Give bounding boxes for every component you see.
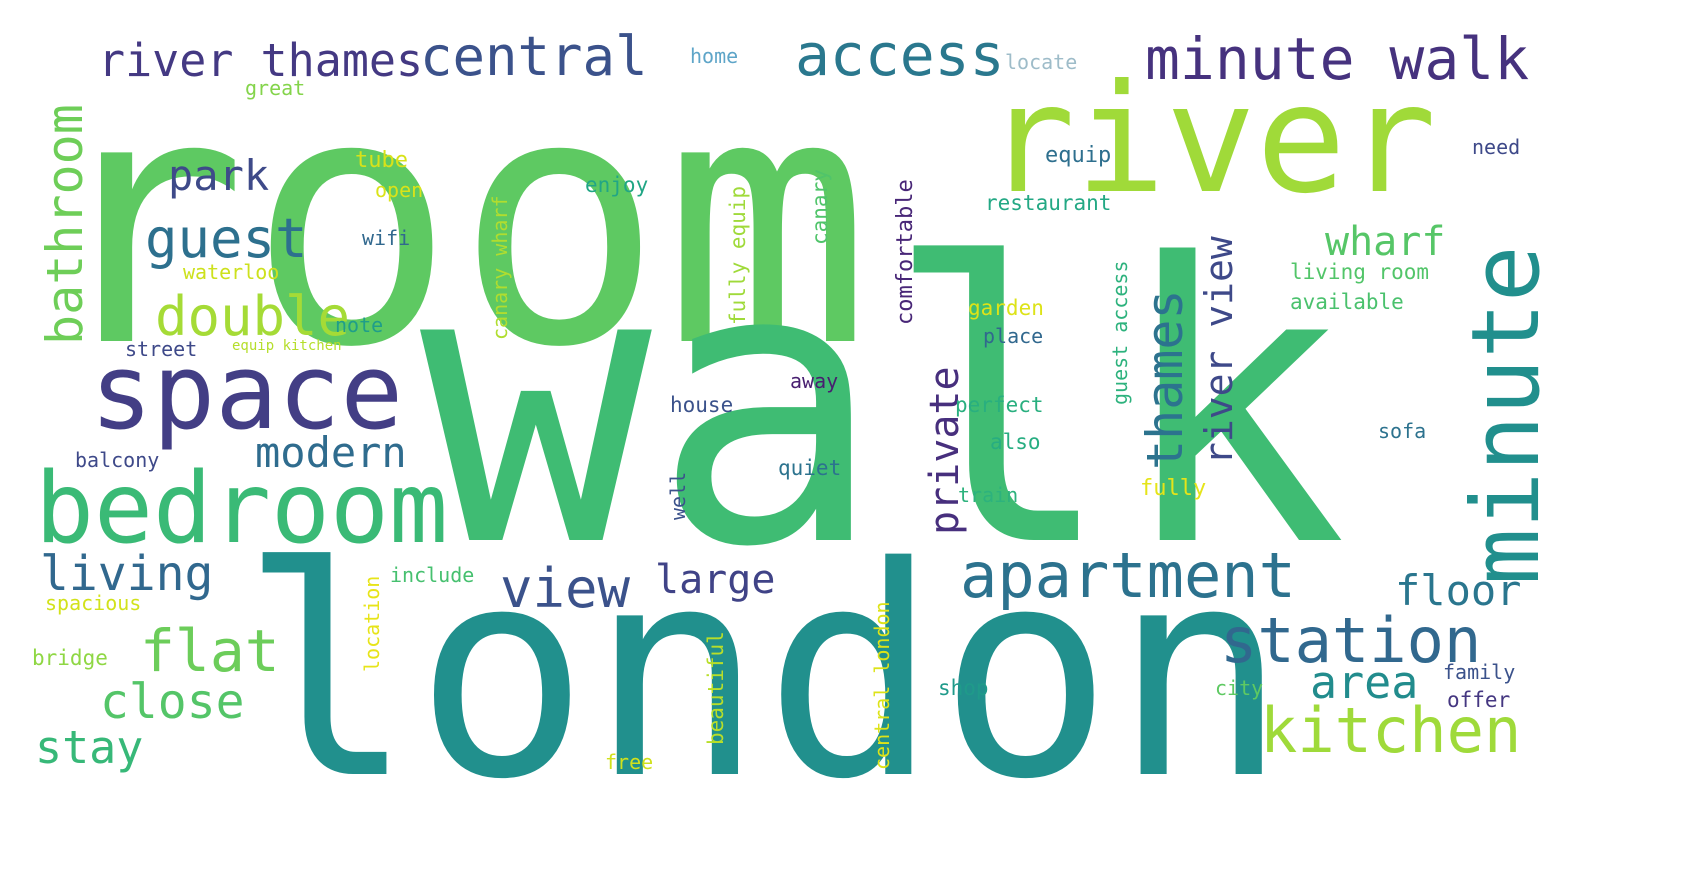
word-river: river [985,53,1437,227]
word-kitchen: kitchen [1260,694,1522,767]
word-wharf: wharf [1325,219,1446,265]
word-restaurant: restaurant [985,191,1112,215]
word-offer: offer [1447,688,1511,712]
word-large: large [655,557,776,603]
word-waterloo: waterloo [183,260,280,284]
word-central: central [420,25,648,88]
word-spacious: spacious [45,591,142,615]
word-modern: modern [255,428,407,477]
word-home: home [690,44,739,68]
word-street: street [125,337,198,361]
word-bathroom: bathroom [36,104,94,345]
word-central-london: central london [870,601,894,770]
word-living: living [40,546,214,602]
word-space: space [90,331,404,453]
word-canary: canary [808,169,832,245]
word-access: access [795,21,1005,89]
word-canary-wharf: canary wharf [488,195,512,341]
word-view: view [500,557,631,620]
word-note: note [335,313,384,337]
word-station: station [1220,604,1482,677]
word-need: need [1472,135,1521,159]
word-also: also [990,430,1041,454]
word-river-view: river view [1197,236,1241,465]
word-wifi: wifi [362,226,411,250]
word-garden: garden [968,296,1044,320]
word-available: available [1290,290,1404,314]
word-balcony: balcony [75,448,160,472]
word-house: house [670,393,734,417]
word-flat: flat [140,617,280,685]
word-guest-access: guest access [1108,260,1132,406]
word-private: private [922,366,968,535]
word-minute-walk: minute walk [1145,25,1530,93]
word-area: area [1310,656,1419,709]
word-away: away [790,369,839,393]
word-beautiful: beautiful [704,631,728,745]
word-free: free [605,750,654,774]
word-sofa: sofa [1378,419,1427,443]
word-river-thames: river thames [98,34,424,87]
word-london: london [240,506,1288,843]
word-fully: fully [1140,476,1207,501]
word-thames: thames [1136,289,1194,470]
word-quiet: quiet [778,456,842,480]
word-floor: floor [1395,566,1522,615]
word-guest: guest [145,207,308,270]
word-well: well [666,471,690,520]
word-bedroom: bedroom [35,452,449,566]
word-living-room: living room [1290,260,1430,284]
word-place: place [983,324,1044,348]
word-location: location [360,575,384,672]
word-family: family [1443,660,1516,684]
word-equip-kitchen: equip kitchen [232,338,342,354]
word-stay: stay [35,721,144,774]
word-city: city [1215,676,1264,700]
word-park: park [168,151,270,200]
word-open: open [375,178,424,202]
word-enjoy: enjoy [585,173,649,197]
word-room: room [40,22,871,423]
word-minute: minute [1452,245,1561,585]
word-train: train [958,483,1019,507]
word-close: close [100,674,245,730]
word-perfect: perfect [955,393,1044,417]
word-double: double [155,285,351,348]
word-include: include [390,563,475,587]
word-comfortable: comfortable [893,179,918,325]
word-walk: walk [420,183,1348,631]
word-bridge: bridge [32,646,108,670]
word-fully-equip: fully equip [726,185,750,325]
word-great: great [245,76,306,100]
word-tube: tube [355,148,408,173]
word-locate: locate [1005,50,1078,74]
word-shop: shop [938,676,989,700]
word-apartment: apartment [960,539,1296,612]
word-equip: equip [1045,143,1112,168]
